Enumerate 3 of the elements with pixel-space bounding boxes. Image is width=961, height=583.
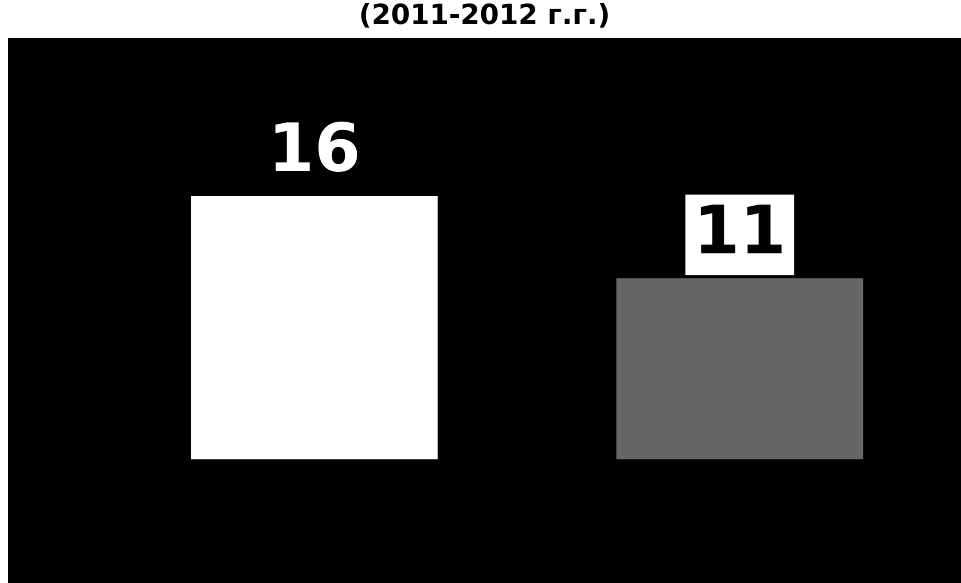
data-label: 16 [275,122,358,172]
chart-title: (2011-2012 г.г.) [361,2,608,28]
data-label: 11 [700,204,782,254]
